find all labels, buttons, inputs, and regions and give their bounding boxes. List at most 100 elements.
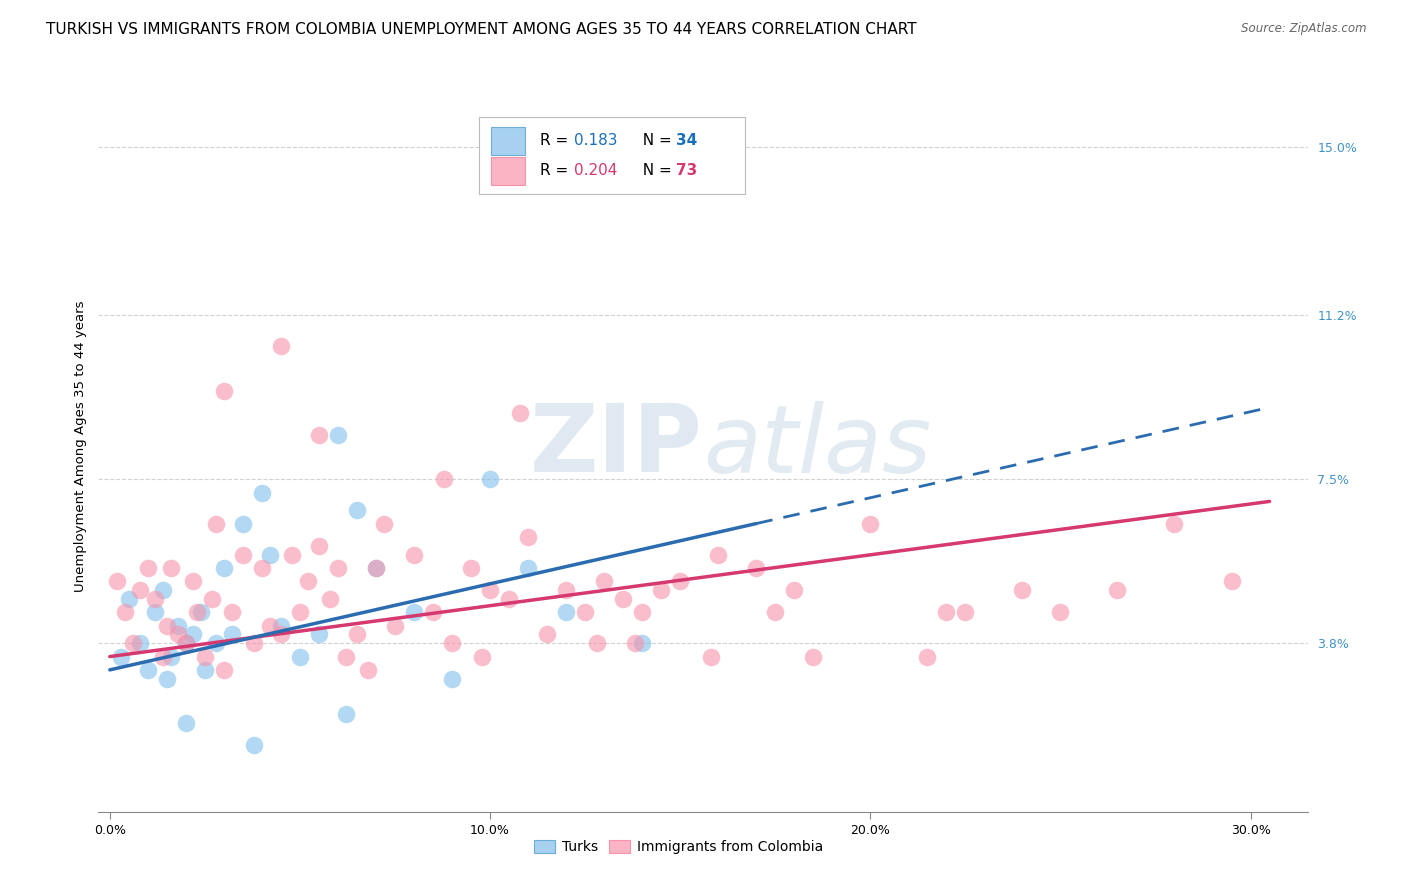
- Text: Source: ZipAtlas.com: Source: ZipAtlas.com: [1241, 22, 1367, 36]
- Point: [250, 485, 273, 500]
- Text: 34: 34: [676, 134, 697, 148]
- Text: R =: R =: [540, 163, 572, 178]
- Point: [243, 636, 266, 650]
- Point: [174, 636, 197, 650]
- Point: [152, 649, 174, 664]
- Point: [297, 574, 319, 589]
- Point: [1163, 516, 1185, 531]
- Point: [859, 516, 882, 531]
- Text: N =: N =: [633, 134, 676, 148]
- Point: [433, 472, 456, 486]
- Point: [357, 663, 380, 677]
- Text: 73: 73: [676, 163, 697, 178]
- Point: [259, 618, 281, 632]
- Point: [136, 561, 159, 575]
- Point: [441, 636, 464, 650]
- Point: [955, 605, 977, 619]
- Text: atlas: atlas: [703, 401, 931, 491]
- Point: [259, 548, 281, 562]
- Point: [585, 636, 607, 650]
- Point: [212, 384, 235, 398]
- Point: [129, 636, 152, 650]
- Point: [1011, 583, 1033, 598]
- Point: [159, 649, 181, 664]
- Point: [145, 605, 167, 619]
- Point: [205, 636, 228, 650]
- Point: [669, 574, 692, 589]
- Point: [335, 707, 357, 722]
- Point: [763, 605, 786, 619]
- Point: [270, 618, 292, 632]
- Point: [221, 605, 243, 619]
- Point: [623, 636, 645, 650]
- Point: [308, 428, 330, 442]
- Point: [183, 627, 205, 641]
- Point: [221, 627, 243, 641]
- Point: [114, 605, 136, 619]
- Point: [917, 649, 939, 664]
- Point: [650, 583, 672, 598]
- Point: [167, 627, 190, 641]
- Point: [194, 649, 217, 664]
- Point: [281, 548, 304, 562]
- Point: [479, 583, 502, 598]
- Text: 0.183: 0.183: [574, 134, 617, 148]
- Point: [517, 530, 540, 544]
- Point: [441, 672, 464, 686]
- Point: [232, 548, 254, 562]
- Point: [145, 591, 167, 606]
- Point: [156, 618, 179, 632]
- Point: [471, 649, 494, 664]
- Point: [707, 548, 730, 562]
- Point: [574, 605, 596, 619]
- FancyBboxPatch shape: [479, 117, 745, 194]
- Point: [319, 591, 342, 606]
- Point: [212, 663, 235, 677]
- Y-axis label: Unemployment Among Ages 35 to 44 years: Unemployment Among Ages 35 to 44 years: [75, 301, 87, 591]
- Point: [402, 605, 425, 619]
- Point: [121, 636, 143, 650]
- Point: [479, 472, 502, 486]
- Point: [1220, 574, 1243, 589]
- Point: [384, 618, 406, 632]
- Text: R =: R =: [540, 134, 572, 148]
- Point: [183, 574, 205, 589]
- Point: [205, 516, 228, 531]
- Point: [174, 636, 197, 650]
- Text: ZIP: ZIP: [530, 400, 703, 492]
- Point: [422, 605, 444, 619]
- Point: [346, 503, 368, 517]
- Point: [1049, 605, 1071, 619]
- Point: [498, 591, 520, 606]
- Point: [194, 663, 217, 677]
- Text: TURKISH VS IMMIGRANTS FROM COLOMBIA UNEMPLOYMENT AMONG AGES 35 TO 44 YEARS CORRE: TURKISH VS IMMIGRANTS FROM COLOMBIA UNEM…: [46, 22, 917, 37]
- Point: [288, 605, 311, 619]
- Point: [201, 591, 224, 606]
- Point: [1107, 583, 1129, 598]
- Point: [156, 672, 179, 686]
- Point: [326, 561, 349, 575]
- Point: [270, 339, 292, 353]
- Point: [159, 561, 181, 575]
- Point: [232, 516, 254, 531]
- FancyBboxPatch shape: [492, 157, 526, 185]
- Point: [536, 627, 558, 641]
- Point: [517, 561, 540, 575]
- Point: [308, 627, 330, 641]
- Point: [335, 649, 357, 664]
- Point: [364, 561, 387, 575]
- Point: [186, 605, 208, 619]
- Point: [745, 561, 768, 575]
- Point: [373, 516, 395, 531]
- Point: [167, 618, 190, 632]
- Point: [110, 649, 132, 664]
- Point: [346, 627, 368, 641]
- Point: [152, 583, 174, 598]
- Point: [107, 574, 129, 589]
- Point: [129, 583, 152, 598]
- Point: [118, 591, 141, 606]
- Point: [190, 605, 212, 619]
- Point: [509, 406, 531, 420]
- Text: N =: N =: [633, 163, 676, 178]
- Point: [631, 605, 654, 619]
